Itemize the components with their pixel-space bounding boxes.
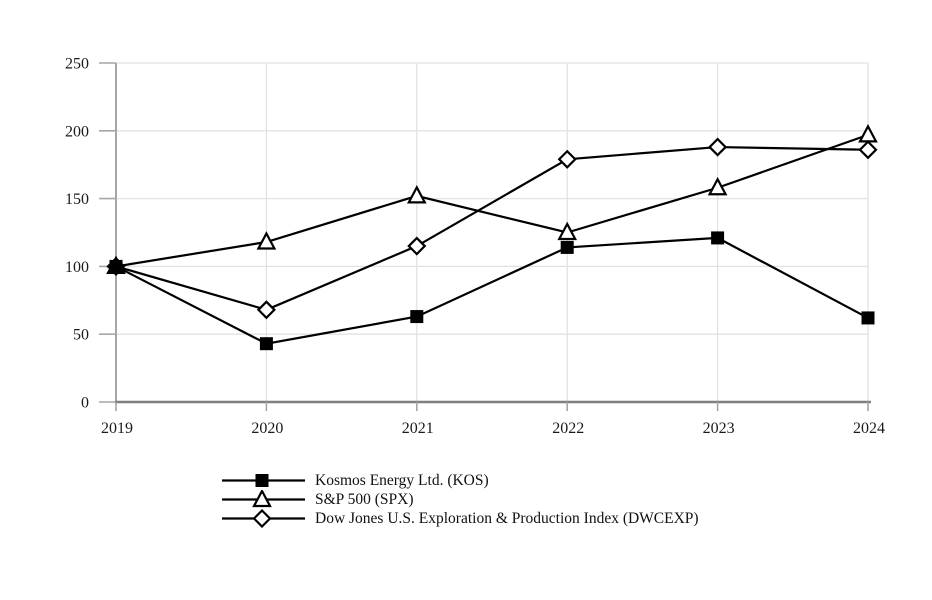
svg-text:2023: 2023	[703, 420, 735, 437]
legend-item-spx: S&P 500 (SPX)	[221, 490, 699, 509]
svg-text:2024: 2024	[853, 420, 885, 437]
svg-text:50: 50	[73, 327, 89, 344]
legend-label-kos: Kosmos Energy Ltd. (KOS)	[315, 472, 489, 489]
legend-marker-open-triangle-icon	[222, 490, 305, 508]
performance-line-chart: 0 50 100 150 200 250 2019 2020 2021 2022 2023 2024	[65, 56, 885, 438]
svg-text:150: 150	[65, 191, 89, 208]
legend-item-kos: Kosmos Energy Ltd. (KOS)	[221, 471, 699, 490]
svg-text:2019: 2019	[101, 420, 133, 437]
svg-text:100: 100	[65, 259, 89, 276]
svg-text:2020: 2020	[251, 420, 283, 437]
chart-legend: Kosmos Energy Ltd. (KOS) S&P 500 (SPX) D…	[221, 471, 699, 528]
svg-text:0: 0	[81, 395, 89, 412]
legend-label-spx: S&P 500 (SPX)	[315, 491, 414, 508]
svg-text:2022: 2022	[552, 420, 584, 437]
svg-text:250: 250	[65, 56, 89, 73]
legend-label-dwcexp: Dow Jones U.S. Exploration & Production …	[315, 510, 699, 527]
svg-text:2021: 2021	[402, 420, 434, 437]
legend-marker-filled-square-icon	[222, 474, 305, 487]
legend-marker-open-diamond-icon	[222, 509, 305, 528]
svg-text:200: 200	[65, 123, 89, 140]
legend-item-dwcexp: Dow Jones U.S. Exploration & Production …	[221, 509, 699, 528]
